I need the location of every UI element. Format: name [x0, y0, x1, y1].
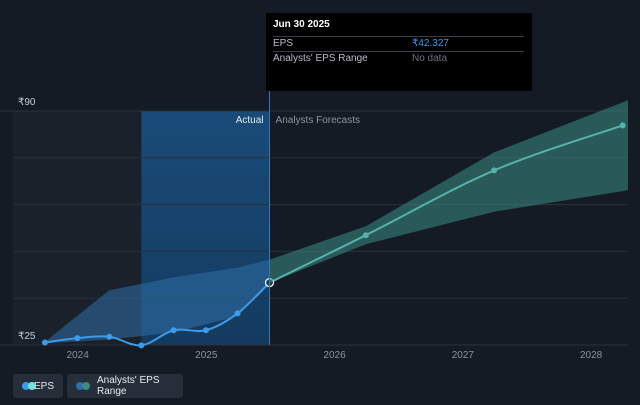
x-tick-label: 2024 [67, 350, 90, 361]
eps-point [234, 310, 241, 317]
tooltip-date: Jun 30 2025 [273, 19, 330, 30]
legend-eps-label: EPS [33, 380, 54, 392]
actual-label: Actual [236, 115, 264, 126]
legend-eps-button[interactable]: EPS [13, 374, 63, 398]
forecast-label: Analysts Forecasts [276, 115, 360, 126]
x-tick-label: 2028 [580, 350, 603, 361]
tooltip: Jun 30 2025 EPS ₹42.327 Analysts' EPS Ra… [266, 13, 532, 91]
legend-range-label: Analysts' EPS Range [97, 375, 160, 397]
y-axis-ticks: ₹90 ₹25 [18, 97, 36, 342]
eps-range-area [44, 259, 270, 344]
eps-point [74, 335, 81, 342]
x-tick-label: 2026 [323, 350, 346, 361]
tooltip-range-label: Analysts' EPS Range [273, 53, 368, 64]
tooltip-eps-label: EPS [273, 38, 294, 49]
tooltip-eps-value: ₹42.327 [412, 38, 449, 49]
eps-point [202, 327, 209, 334]
y-tick-label-min: ₹25 [18, 331, 36, 342]
tooltip-row-eps: EPS ₹42.327 [273, 36, 524, 51]
x-tick-label: 2025 [195, 350, 218, 361]
y-tick-label-max: ₹90 [18, 97, 36, 108]
eps-point [170, 327, 177, 334]
eps-point [138, 342, 145, 349]
legend-eps-icon [22, 382, 36, 390]
x-axis-ticks: 2024 2025 2026 2027 2028 [67, 350, 603, 361]
eps-point [41, 339, 48, 346]
eps-point [106, 333, 113, 340]
eps-range-area-forecast [269, 100, 628, 283]
legend-range-button[interactable]: Analysts' EPS Range [67, 374, 183, 398]
tooltip-row-range: Analysts' EPS Range No data [273, 51, 524, 66]
tooltip-range-value: No data [412, 53, 448, 64]
x-tick-label: 2027 [452, 350, 475, 361]
legend-range-icon [76, 382, 90, 390]
